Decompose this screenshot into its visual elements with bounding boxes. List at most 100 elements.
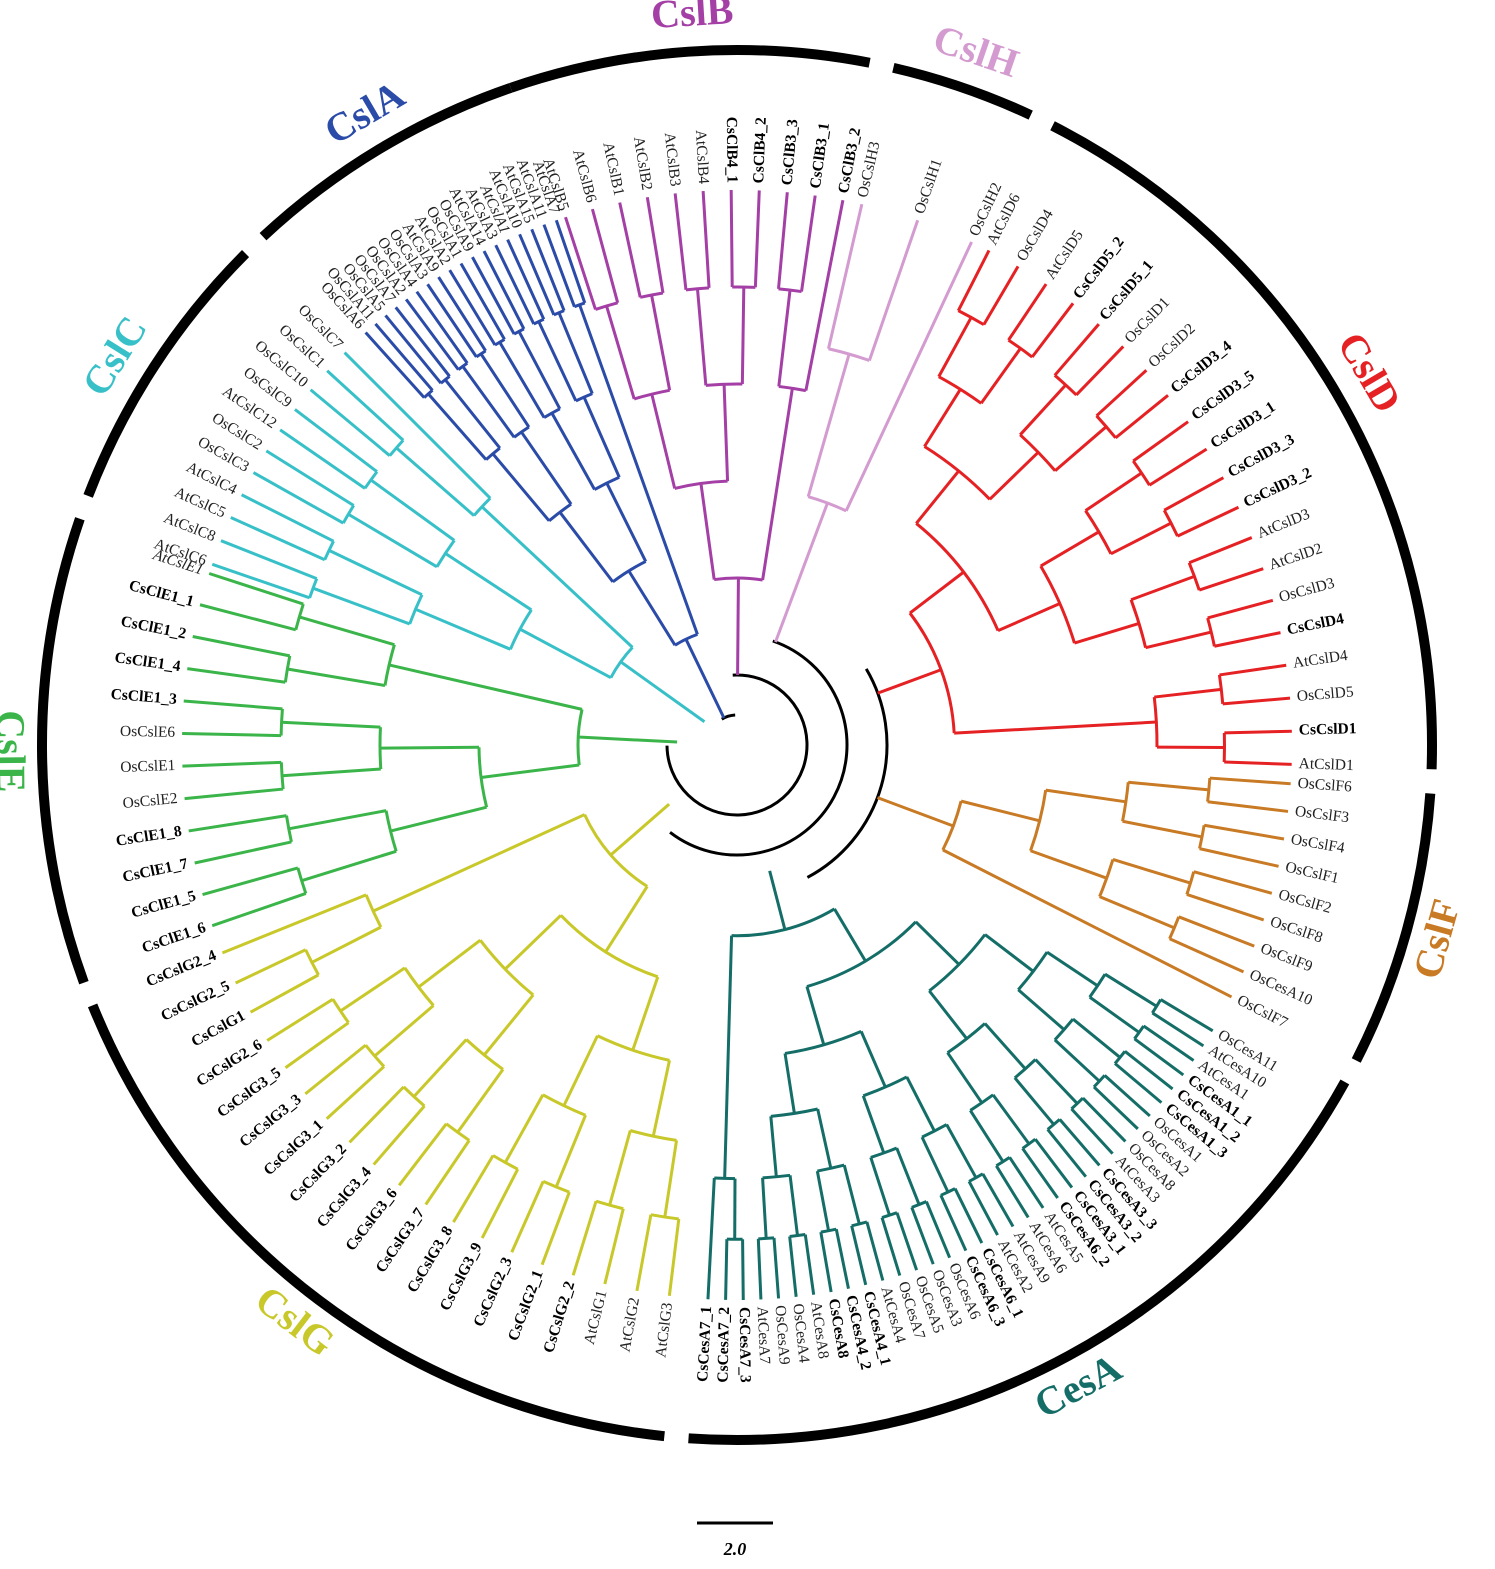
branch-segment — [777, 289, 792, 387]
branch-segment — [517, 330, 562, 410]
branch-segment — [1008, 1156, 1045, 1209]
branch-segment — [388, 663, 583, 711]
leaf-label: CsCslD3_2 — [1241, 464, 1315, 511]
branch-segment — [1046, 1128, 1087, 1178]
leaf-label: CsClB3_3 — [779, 118, 802, 186]
branch-segment — [618, 202, 642, 298]
branch-segment — [1070, 1107, 1114, 1155]
branch-segment — [1133, 1037, 1185, 1077]
leaf-label: CsClE1_3 — [110, 686, 178, 708]
clade-bracket-arc — [83, 250, 250, 498]
branch-arc — [1206, 777, 1212, 802]
branch-segment — [182, 760, 282, 768]
branch-arc — [881, 1211, 898, 1219]
branch-segment — [265, 449, 355, 507]
branch-arc — [851, 1220, 868, 1228]
leaf-label: AtCslB1 — [599, 141, 627, 198]
branch-segment — [494, 244, 536, 325]
branch-segment — [540, 1191, 571, 1266]
branch-segment — [667, 1218, 681, 1297]
branch-arc — [862, 1075, 908, 1098]
branch-arc — [294, 603, 305, 631]
branch-segment — [1007, 283, 1048, 341]
branch-segment — [426, 283, 478, 358]
branch-arc — [445, 1122, 471, 1142]
branch-arc — [364, 1044, 386, 1068]
branch-segment — [491, 452, 551, 522]
branch-segment — [984, 933, 1035, 973]
clade-stem — [768, 870, 787, 930]
branch-segment — [769, 1116, 778, 1177]
branch-segment — [1053, 1038, 1101, 1083]
branch-arc — [279, 708, 284, 736]
branch-segment — [788, 1175, 799, 1236]
branch-segment — [1124, 1050, 1174, 1091]
leaf-label: OsCslF7 — [1234, 992, 1290, 1032]
branch-segment — [914, 920, 961, 966]
branch-arc — [1084, 509, 1113, 555]
clade-bracket-arc — [259, 83, 513, 241]
branch-segment — [294, 408, 378, 473]
branch-segment — [983, 1022, 1027, 1070]
leaf-label: CsClB4_1 — [723, 117, 741, 184]
clade-stem — [877, 668, 942, 695]
branch-segment — [701, 190, 711, 288]
branch-arc — [364, 894, 383, 928]
branch-segment — [444, 552, 533, 612]
branch-segment — [1092, 1085, 1139, 1130]
leaf-label: OsCslD4 — [1013, 206, 1057, 264]
branch-segment — [1030, 302, 1075, 358]
branch-segment — [281, 767, 381, 778]
branch-segment — [1088, 995, 1140, 1034]
branch-segment — [557, 312, 594, 395]
leaf-label: CsClE1_4 — [114, 649, 182, 675]
branch-segment — [925, 1200, 952, 1259]
branch-segment — [550, 412, 596, 491]
branch-segment — [651, 1060, 671, 1137]
leaf-label: CsCesA7_2 — [714, 1306, 733, 1382]
branch-arc — [731, 907, 836, 938]
clade-label: CslE — [0, 710, 34, 793]
leaf-label: CsCesA7_1 — [694, 1306, 715, 1383]
branch-arc — [789, 1233, 806, 1238]
branch-segment — [301, 849, 397, 883]
branch-arc — [828, 347, 870, 362]
leaf-label: CsCesA7_3 — [736, 1307, 754, 1383]
clade-stem — [578, 735, 678, 744]
branch-arc — [1070, 1097, 1084, 1111]
branch-arc — [1046, 1118, 1061, 1131]
clade-label: CslB — [650, 0, 735, 37]
branch-segment — [627, 570, 677, 646]
clade-bracket-arc — [688, 1079, 1350, 1445]
leaf-label: CsClE1_8 — [115, 823, 183, 850]
branch-segment — [895, 1212, 919, 1271]
leaf-label: OsCslE2 — [122, 790, 179, 812]
branch-segment — [183, 699, 283, 711]
branch-segment — [182, 732, 282, 738]
leaf-label: OsCslF9 — [1258, 940, 1315, 976]
branch-segment — [1188, 536, 1253, 565]
branch-segment — [510, 1180, 545, 1253]
branch-arc — [817, 1163, 845, 1173]
clade-stem — [619, 660, 706, 723]
leaf-label: AtCslG1 — [581, 1289, 611, 1347]
branch-segment — [542, 224, 576, 308]
branch-segment — [981, 1173, 1015, 1228]
branch-segment — [1084, 471, 1143, 512]
branch-segment — [1148, 447, 1208, 487]
branch-arc — [403, 967, 435, 1007]
leaf-label: CsCslG2_2 — [540, 1279, 578, 1355]
branch-segment — [880, 1217, 902, 1277]
branch-segment — [1145, 630, 1212, 650]
branch-arc — [383, 644, 396, 686]
branch-segment — [1163, 476, 1225, 512]
branch-segment — [312, 586, 411, 626]
branch-arc — [915, 522, 1000, 632]
leaf-label: OsCslF4 — [1290, 831, 1347, 857]
branch-segment — [635, 1214, 653, 1292]
branch-segment — [804, 199, 845, 391]
branch-segment — [194, 840, 292, 865]
leaf-label: CsClB4_2 — [750, 117, 770, 184]
branch-segment — [249, 973, 320, 1014]
